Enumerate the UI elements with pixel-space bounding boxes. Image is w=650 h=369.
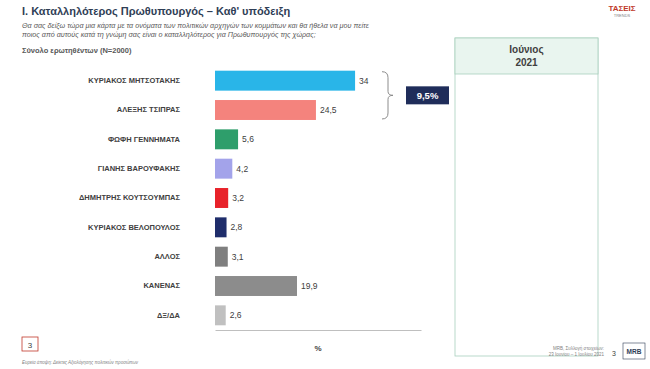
y-tick: ΓΙΑΝΗΣ ΒΑΡΟΥΦΑΚΗΣ xyxy=(98,164,181,173)
y-tick-label: ΔΞ/ΔΑ xyxy=(157,311,181,320)
note: Σύνολο ερωτηθέντων (N=2000) xyxy=(22,46,132,55)
annotation: 9,5% xyxy=(417,90,439,101)
bar xyxy=(215,159,232,179)
x-axis xyxy=(216,330,422,331)
bar xyxy=(215,188,228,208)
panel-header xyxy=(455,38,598,74)
y-tick-label: ΑΛΕΞΗΣ ΤΣΙΠΡΑΣ xyxy=(117,105,181,114)
data-label: 3,2 xyxy=(232,193,244,203)
bar xyxy=(215,276,297,296)
y-tick: ΔΗΜΗΤΡΗΣ ΚΟΥΤΣΟΥΜΠΑΣ xyxy=(79,193,181,202)
y-tick: ΚΑΝΕΝΑΣ xyxy=(143,281,180,290)
data-label: 2,6 xyxy=(230,310,242,320)
data-label: 24,5 xyxy=(320,105,337,115)
mrb-logo-box xyxy=(623,343,645,359)
y-tick: ΔΞ/ΔΑ xyxy=(157,311,181,320)
x-axis-title: % xyxy=(314,344,321,353)
subtitle: Θα σας δείξω τώρα μια κάρτα με τα ονόματ… xyxy=(22,21,370,30)
chart: I. Καταλληλότερος Πρωθυπουργός – Καθ' υπ… xyxy=(0,0,650,369)
data-labels: 34 24,5 5,6 4,2 3,2 2,8 3,1 19,9 2,6 xyxy=(230,76,369,321)
y-tick: ΦΩΦΗ ΓΕΝΝΗΜΑΤΑ xyxy=(108,135,181,144)
page-number-right: 3 xyxy=(612,350,616,357)
footer-right: 23 Ιουνίου – 1 Ιουλίου 2021 xyxy=(549,352,605,357)
bar xyxy=(215,71,355,91)
subtitle: ποιος από αυτούς κατά τη γνώμη σας είναι… xyxy=(22,30,316,39)
panel-frame xyxy=(455,38,598,356)
y-axis-line xyxy=(215,67,216,331)
bar xyxy=(215,305,226,325)
page-box xyxy=(22,337,38,351)
y-tick-label: ΓΙΑΝΗΣ ΒΑΡΟΥΦΑΚΗΣ xyxy=(98,164,181,173)
y-tick-label: ΦΩΦΗ ΓΕΝΝΗΜΑΤΑ xyxy=(108,135,181,144)
bar xyxy=(215,247,228,267)
bar xyxy=(215,217,227,237)
x-axis-line xyxy=(216,330,422,331)
y-tick: ΚΥΡΙΑΚΟΣ ΒΕΛΟΠΟΥΛΟΣ xyxy=(88,223,180,232)
bar xyxy=(215,129,238,149)
y-tick-label: ΑΛΛΟΣ xyxy=(154,252,180,261)
annotation-box xyxy=(406,86,449,104)
data-label: 3,1 xyxy=(232,252,244,262)
footer-right: MRB, Συλλογή στοιχείων: xyxy=(553,345,604,351)
data-label: 19,9 xyxy=(301,281,318,291)
y-tick: ΑΛΛΟΣ xyxy=(154,252,180,261)
logo: ΤΑΣΕΙΣ xyxy=(608,4,635,13)
y-tick-label: ΚΥΡΙΑΚΟΣ ΒΕΛΟΠΟΥΛΟΣ xyxy=(88,223,180,232)
data-label: 5,6 xyxy=(242,134,254,144)
data-label: 34 xyxy=(359,76,369,86)
bar xyxy=(215,100,316,120)
data-label: 4,2 xyxy=(236,164,248,174)
bars xyxy=(215,71,355,326)
y-tick-label: ΚΥΡΙΑΚΟΣ ΜΗΤΣΟΤΑΚΗΣ xyxy=(88,76,180,85)
mrb-logo: MRB xyxy=(627,348,642,355)
panel-title: Ιούνιος xyxy=(509,44,543,56)
y-axis: ΚΥΡΙΑΚΟΣ ΜΗΤΣΟΤΑΚΗΣ ΑΛΕΞΗΣ ΤΣΙΠΡΑΣ ΦΩΦΗ ΓΕ… xyxy=(79,67,216,331)
bracket xyxy=(382,72,393,119)
footer-left: Ευρεία άποψη: Δείκτες Αξιολόγησης πολιτι… xyxy=(22,359,139,366)
y-tick-label: ΔΗΜΗΤΡΗΣ ΚΟΥΤΣΟΥΜΠΑΣ xyxy=(79,193,181,202)
y-tick: ΚΥΡΙΑΚΟΣ ΜΗΤΣΟΤΑΚΗΣ xyxy=(88,76,180,85)
page-number: 3 xyxy=(28,341,33,350)
logo: TRENDS xyxy=(614,13,631,18)
y-tick: ΑΛΕΞΗΣ ΤΣΙΠΡΑΣ xyxy=(117,105,181,114)
y-tick-label: ΚΑΝΕΝΑΣ xyxy=(143,281,180,290)
title: I. Καταλληλότερος Πρωθυπουργός – Καθ' υπ… xyxy=(22,5,290,18)
data-label: 2,8 xyxy=(231,222,243,232)
panel-title: 2021 xyxy=(515,57,538,68)
